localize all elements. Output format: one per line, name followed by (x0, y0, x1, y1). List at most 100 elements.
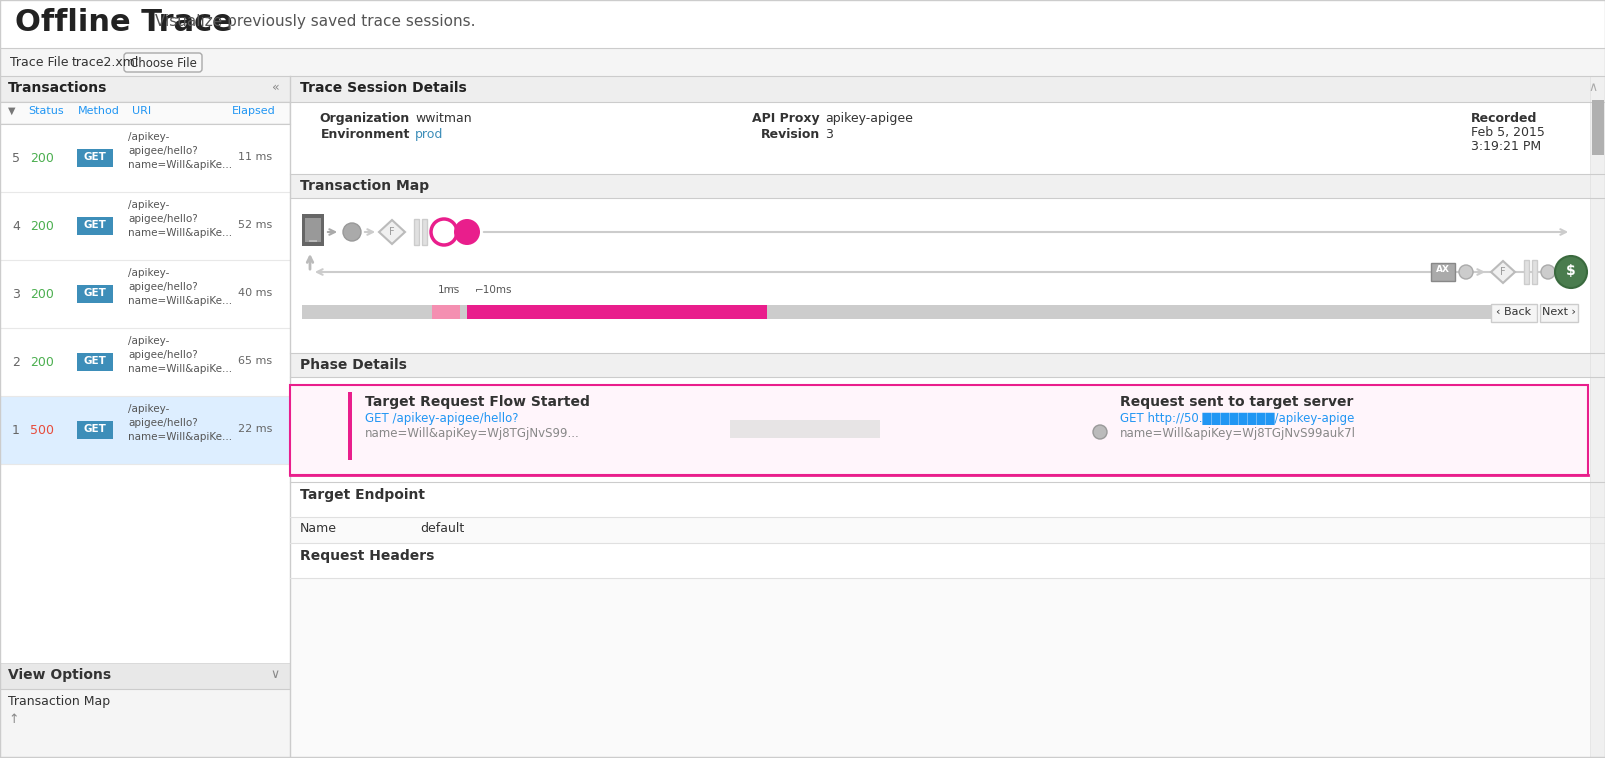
Text: name=Will&apiKe...: name=Will&apiKe... (128, 160, 233, 170)
Bar (0, 124, 291, 192)
Bar (302, 305, 1497, 319)
Bar (0, 689, 291, 758)
Text: URI: URI (132, 106, 151, 116)
Bar (0, 76, 291, 102)
Text: 4: 4 (11, 220, 19, 233)
Bar (77, 285, 112, 303)
Bar (291, 174, 1605, 198)
Text: ‹ Back: ‹ Back (1496, 307, 1531, 317)
Bar (348, 392, 351, 460)
Bar (1531, 260, 1536, 284)
Text: 5: 5 (11, 152, 19, 165)
Text: F: F (1499, 267, 1505, 277)
Text: ∧: ∧ (1587, 81, 1595, 94)
Text: wwitman: wwitman (414, 112, 472, 125)
Text: Organization: Organization (319, 112, 409, 125)
Polygon shape (1489, 261, 1514, 283)
Text: $: $ (1565, 264, 1575, 278)
Bar (291, 517, 1605, 543)
Text: 200: 200 (30, 356, 55, 369)
Text: GET: GET (83, 356, 106, 366)
Text: apigee/hello?: apigee/hello? (128, 214, 197, 224)
Text: 52 ms: 52 ms (238, 220, 273, 230)
Text: /apikey-: /apikey- (128, 200, 169, 210)
Text: F: F (388, 227, 395, 237)
Bar (414, 219, 419, 245)
Bar (291, 385, 1587, 475)
Bar (432, 305, 459, 319)
Bar (0, 663, 291, 689)
Text: Transaction Map: Transaction Map (300, 179, 429, 193)
Bar (291, 102, 1605, 174)
Circle shape (343, 223, 361, 241)
FancyBboxPatch shape (77, 421, 112, 439)
Text: Transaction Map: Transaction Map (8, 695, 111, 708)
Text: 200: 200 (30, 152, 55, 165)
Bar (291, 76, 1605, 102)
Text: 40 ms: 40 ms (238, 288, 273, 298)
Bar (291, 198, 1605, 353)
Text: name=Will&apiKe...: name=Will&apiKe... (128, 364, 233, 374)
Text: Transactions: Transactions (8, 81, 108, 95)
Text: «: « (271, 81, 279, 94)
Bar (77, 149, 112, 167)
Text: 2: 2 (11, 356, 19, 369)
Bar (291, 482, 1605, 517)
Bar (308, 240, 316, 242)
Circle shape (454, 219, 480, 245)
Text: /apikey-: /apikey- (128, 268, 169, 278)
FancyBboxPatch shape (77, 217, 112, 235)
Text: 22 ms: 22 ms (238, 424, 273, 434)
Text: GET /apikey-apigee/hello?: GET /apikey-apigee/hello? (364, 412, 518, 425)
Bar (291, 353, 1605, 377)
Text: 200: 200 (30, 288, 55, 301)
Text: GET: GET (83, 220, 106, 230)
Text: ⌐10ms: ⌐10ms (475, 285, 512, 295)
Text: Request Headers: Request Headers (300, 549, 433, 563)
Text: prod: prod (414, 128, 443, 141)
Bar (302, 214, 324, 246)
FancyBboxPatch shape (77, 353, 112, 371)
Text: GET: GET (83, 288, 106, 298)
Bar (1589, 76, 1605, 758)
Text: GET: GET (83, 424, 106, 434)
Text: apigee/hello?: apigee/hello? (128, 418, 197, 428)
Text: 3: 3 (825, 128, 833, 141)
Text: GET: GET (83, 152, 106, 162)
Text: apigee/hello?: apigee/hello? (128, 146, 197, 156)
Text: Revision: Revision (761, 128, 820, 141)
FancyBboxPatch shape (77, 285, 112, 303)
Bar (77, 421, 112, 439)
Text: Target Endpoint: Target Endpoint (300, 488, 425, 502)
Text: 65 ms: 65 ms (238, 356, 271, 366)
Text: apigee/hello?: apigee/hello? (128, 350, 197, 360)
Text: 1: 1 (11, 424, 19, 437)
Text: View Options: View Options (8, 668, 111, 682)
Text: name=Will&apiKey=Wj8TGjNvS99...: name=Will&apiKey=Wj8TGjNvS99... (364, 427, 579, 440)
Text: Request sent to target server: Request sent to target server (1119, 395, 1353, 409)
Text: Trace Session Details: Trace Session Details (300, 81, 467, 95)
Text: /apikey-: /apikey- (128, 336, 169, 346)
Bar (291, 578, 1605, 758)
Text: Phase Details: Phase Details (300, 358, 406, 372)
Bar (0, 0, 1605, 48)
Text: trace2.xml: trace2.xml (72, 56, 140, 69)
Text: name=Will&apiKe...: name=Will&apiKe... (128, 296, 233, 306)
Text: Elapsed: Elapsed (231, 106, 276, 116)
Bar (0, 260, 291, 328)
Text: Feb 5, 2015: Feb 5, 2015 (1470, 126, 1544, 139)
Circle shape (1457, 265, 1472, 279)
Bar (291, 76, 1605, 758)
Text: Next ›: Next › (1541, 307, 1575, 317)
FancyBboxPatch shape (77, 149, 112, 167)
Text: Target Request Flow Started: Target Request Flow Started (364, 395, 589, 409)
Polygon shape (379, 220, 404, 244)
Bar (1523, 260, 1528, 284)
Bar (0, 396, 291, 464)
Bar (0, 192, 291, 260)
Bar (0, 328, 291, 396)
Text: Trace File: Trace File (10, 56, 69, 69)
Bar (1430, 263, 1454, 281)
Text: API Proxy: API Proxy (751, 112, 820, 125)
Bar (291, 377, 1605, 482)
